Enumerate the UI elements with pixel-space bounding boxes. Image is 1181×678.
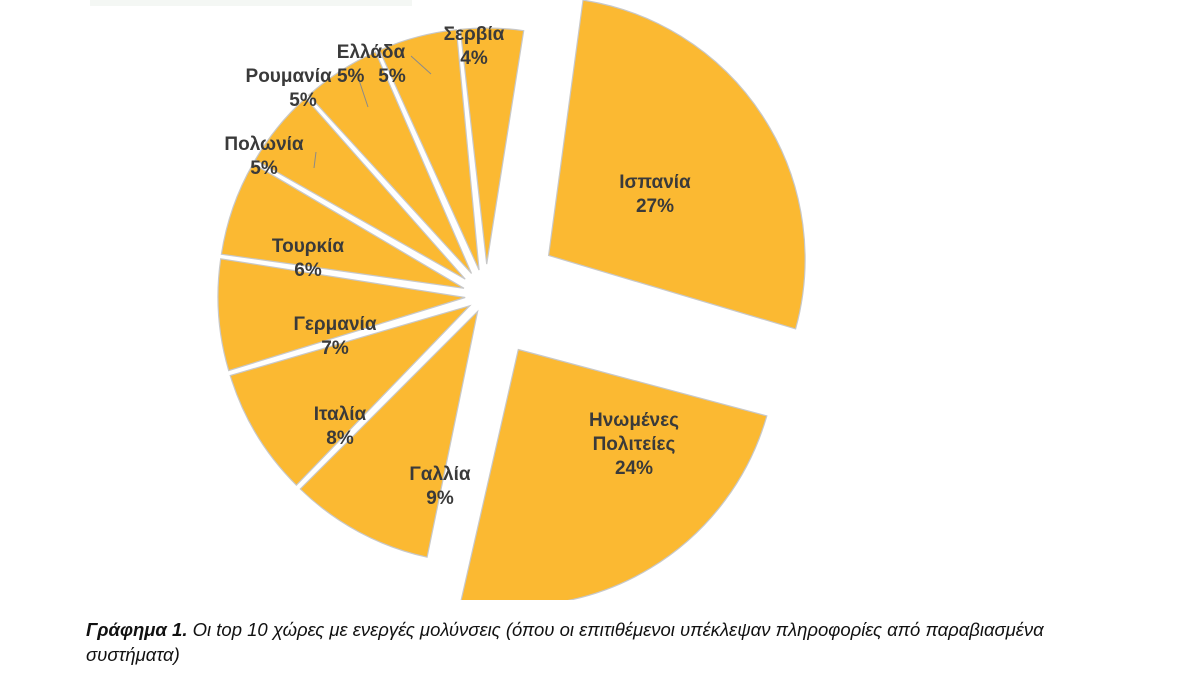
slice-label: Ιταλία 8% [314,404,367,449]
pie-slice [547,0,806,330]
slice-label: Γαλλία 9% [409,464,471,509]
pie-slice [378,29,480,271]
leader-lines [313,55,432,169]
slice-label: Ηνωμένες Πολιτείες 24% [589,410,679,479]
slice-label: Γερμανία 7% [293,314,376,359]
slice-label: Ελλάδα [337,42,406,63]
slice-label: Ισπανία 27% [619,172,691,217]
pie-slice [220,162,465,289]
leader-line [358,79,369,108]
pie-slice [254,97,466,280]
slice-label: Σερβία 4% [444,24,505,69]
figure-caption: Γράφημα 1. Οι top 10 χώρες με ενεργές μο… [86,617,1096,667]
leader-line [410,55,432,75]
pie-slice [217,258,466,372]
pie-slice [307,51,473,274]
pie-slice [229,304,472,487]
pie-slices [217,0,806,600]
slice-label: Πολωνία 5% [224,134,304,179]
caption-label: Γράφημα 1. [86,619,188,640]
top-image-strip [90,0,412,6]
slice-label: Ρουμανία 5% 5% [246,66,365,111]
slice-labels: Ισπανία 27% Ηνωμένες Πολιτείες 24% Γαλλία 9% Ιτ… [224,24,691,509]
caption-text: Οι top 10 χώρες με ενεργές μολύνσεις (όπ… [86,619,1044,665]
leader-line [313,151,317,169]
slice-value-label: 5% [378,66,406,87]
pie-slice [460,348,768,600]
pie-slice [459,27,525,265]
pie-chart: Ισπανία 27% Ηνωμένες Πολιτείες 24% Γαλλία 9% Ιτ… [217,0,806,600]
slice-label: Τουρκία 6% [272,236,344,281]
pie-slice [299,309,479,558]
